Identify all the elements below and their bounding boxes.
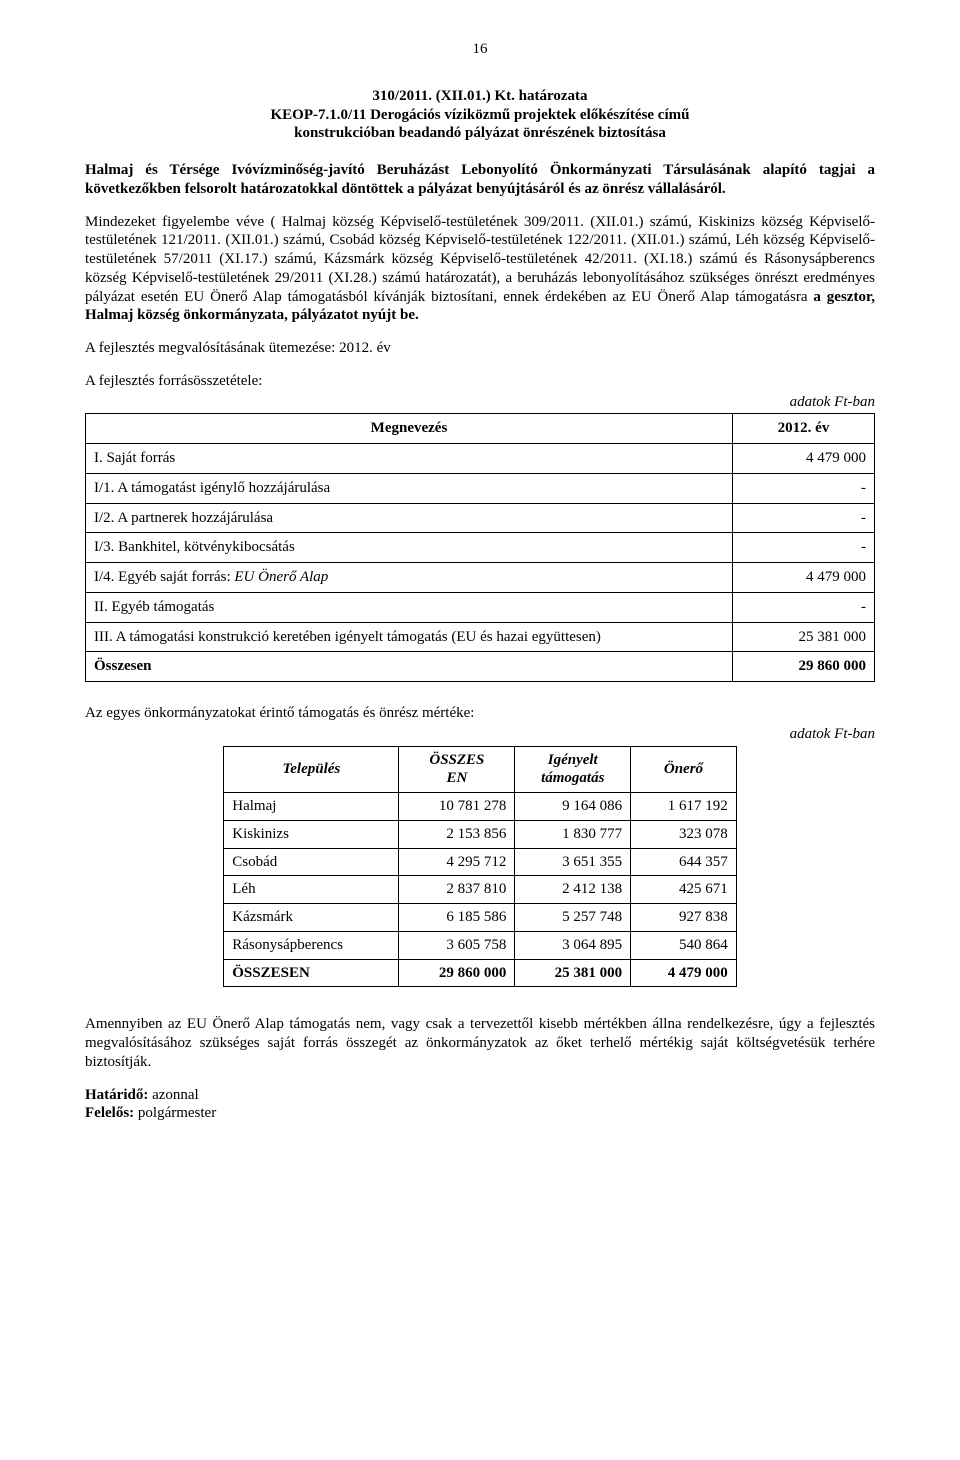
table-total-row: Összesen 29 860 000 bbox=[86, 652, 875, 682]
cell: Csobád bbox=[224, 848, 399, 876]
cell: 3 605 758 bbox=[399, 931, 515, 959]
cell: 4 479 000 bbox=[631, 959, 737, 987]
table-row: Rásonysápberencs 3 605 758 3 064 895 540… bbox=[224, 931, 737, 959]
cell: 540 864 bbox=[631, 931, 737, 959]
cell: 3 651 355 bbox=[515, 848, 631, 876]
cell: Kázsmárk bbox=[224, 904, 399, 932]
table-row: I/3. Bankhitel, kötvénykibocsátás - bbox=[86, 533, 875, 563]
paragraph-1a: Mindezeket figyelembe véve ( Halmaj közs… bbox=[85, 214, 875, 305]
deadline-line: Határidő: azonnal bbox=[85, 1086, 875, 1105]
cell: Rásonysápberencs bbox=[224, 931, 399, 959]
row-value: 25 381 000 bbox=[732, 622, 874, 652]
col-header-megnevezes: Megnevezés bbox=[86, 414, 733, 444]
cell: 9 164 086 bbox=[515, 793, 631, 821]
municipality-table: Település ÖSSZES EN Igényelt támogatás Ö… bbox=[223, 746, 737, 988]
footer-block: Határidő: azonnal Felelős: polgármester bbox=[85, 1086, 875, 1124]
table-row: I/2. A partnerek hozzájárulása - bbox=[86, 503, 875, 533]
row-label: I/2. A partnerek hozzájárulása bbox=[86, 503, 733, 533]
cell: 927 838 bbox=[631, 904, 737, 932]
cell: 1 830 777 bbox=[515, 820, 631, 848]
cell: 29 860 000 bbox=[399, 959, 515, 987]
data-unit-2: adatok Ft-ban bbox=[85, 725, 875, 744]
row-label: I. Saját forrás bbox=[86, 444, 733, 474]
row-label: III. A támogatási konstrukció keretében … bbox=[86, 622, 733, 652]
cell: 644 357 bbox=[631, 848, 737, 876]
table-row: Megnevezés 2012. év bbox=[86, 414, 875, 444]
table-total-row: ÖSSZESEN 29 860 000 25 381 000 4 479 000 bbox=[224, 959, 737, 987]
row-label: I/1. A támogatást igénylő hozzájárulása bbox=[86, 473, 733, 503]
table-row: Kázsmárk 6 185 586 5 257 748 927 838 bbox=[224, 904, 737, 932]
col-header-year: 2012. év bbox=[732, 414, 874, 444]
header-line-2: KEOP-7.1.0/11 Derogációs víziközmű proje… bbox=[85, 106, 875, 125]
row-value: - bbox=[732, 533, 874, 563]
cell: 2 153 856 bbox=[399, 820, 515, 848]
sources-table: Megnevezés 2012. év I. Saját forrás 4 47… bbox=[85, 413, 875, 682]
table-row: I. Saját forrás 4 479 000 bbox=[86, 444, 875, 474]
row-label: I/4. Egyéb saját forrás: EU Önerő Alap bbox=[86, 563, 733, 593]
data-unit-1: adatok Ft-ban bbox=[85, 393, 875, 412]
col-onero: Önerő bbox=[631, 746, 737, 793]
cell: 10 781 278 bbox=[399, 793, 515, 821]
table-header-row: Település ÖSSZES EN Igényelt támogatás Ö… bbox=[224, 746, 737, 793]
per-municipality-intro: Az egyes önkormányzatokat érintő támogat… bbox=[85, 704, 875, 723]
total-value: 29 860 000 bbox=[732, 652, 874, 682]
cell: 4 295 712 bbox=[399, 848, 515, 876]
table-row: III. A támogatási konstrukció keretében … bbox=[86, 622, 875, 652]
table-row: Halmaj 10 781 278 9 164 086 1 617 192 bbox=[224, 793, 737, 821]
cell: 5 257 748 bbox=[515, 904, 631, 932]
table-row: II. Egyéb támogatás - bbox=[86, 592, 875, 622]
cell: 2 837 810 bbox=[399, 876, 515, 904]
row-value: - bbox=[732, 473, 874, 503]
schedule-line: A fejlesztés megvalósításának ütemezése:… bbox=[85, 339, 875, 358]
cell: 2 412 138 bbox=[515, 876, 631, 904]
header-line-3: konstrukcióban beadandó pályázat önrészé… bbox=[85, 124, 875, 143]
row-label: I/3. Bankhitel, kötvénykibocsátás bbox=[86, 533, 733, 563]
deadline-value: azonnal bbox=[148, 1087, 198, 1103]
deadline-label: Határidő: bbox=[85, 1087, 148, 1103]
cell: Léh bbox=[224, 876, 399, 904]
row-value: - bbox=[732, 503, 874, 533]
total-label: Összesen bbox=[86, 652, 733, 682]
cell: Kiskinizs bbox=[224, 820, 399, 848]
row-value: 4 479 000 bbox=[732, 563, 874, 593]
sources-line: A fejlesztés forrásösszetétele: bbox=[85, 372, 875, 391]
row-label-b: EU Önerő Alap bbox=[234, 569, 328, 585]
col-telepules: Település bbox=[224, 746, 399, 793]
table-row: I/4. Egyéb saját forrás: EU Önerő Alap 4… bbox=[86, 563, 875, 593]
closing-paragraph: Amennyiben az EU Önerő Alap támogatás ne… bbox=[85, 1015, 875, 1071]
cell: 425 671 bbox=[631, 876, 737, 904]
table-row: Csobád 4 295 712 3 651 355 644 357 bbox=[224, 848, 737, 876]
responsible-value: polgármester bbox=[134, 1105, 216, 1121]
responsible-line: Felelős: polgármester bbox=[85, 1104, 875, 1123]
cell: 25 381 000 bbox=[515, 959, 631, 987]
table-row: Kiskinizs 2 153 856 1 830 777 323 078 bbox=[224, 820, 737, 848]
table-row: Léh 2 837 810 2 412 138 425 671 bbox=[224, 876, 737, 904]
resolution-header: 310/2011. (XII.01.) Kt. határozata KEOP-… bbox=[85, 87, 875, 143]
cell: 3 064 895 bbox=[515, 931, 631, 959]
paragraph-1: Mindezeket figyelembe véve ( Halmaj közs… bbox=[85, 213, 875, 326]
row-value: 4 479 000 bbox=[732, 444, 874, 474]
table-row: I/1. A támogatást igénylő hozzájárulása … bbox=[86, 473, 875, 503]
responsible-label: Felelős: bbox=[85, 1105, 134, 1121]
page-number: 16 bbox=[85, 40, 875, 59]
row-label: II. Egyéb támogatás bbox=[86, 592, 733, 622]
cell: Halmaj bbox=[224, 793, 399, 821]
row-value: - bbox=[732, 592, 874, 622]
cell: 1 617 192 bbox=[631, 793, 737, 821]
cell: ÖSSZESEN bbox=[224, 959, 399, 987]
header-line-1: 310/2011. (XII.01.) Kt. határozata bbox=[85, 87, 875, 106]
cell: 6 185 586 bbox=[399, 904, 515, 932]
cell: 323 078 bbox=[631, 820, 737, 848]
col-osszesen: ÖSSZES EN bbox=[399, 746, 515, 793]
row-label-a: I/4. Egyéb saját forrás: bbox=[94, 569, 234, 585]
col-igenyelt: Igényelt támogatás bbox=[515, 746, 631, 793]
subtitle: Halmaj és Térsége Ivóvízminőség-javító B… bbox=[85, 161, 875, 199]
